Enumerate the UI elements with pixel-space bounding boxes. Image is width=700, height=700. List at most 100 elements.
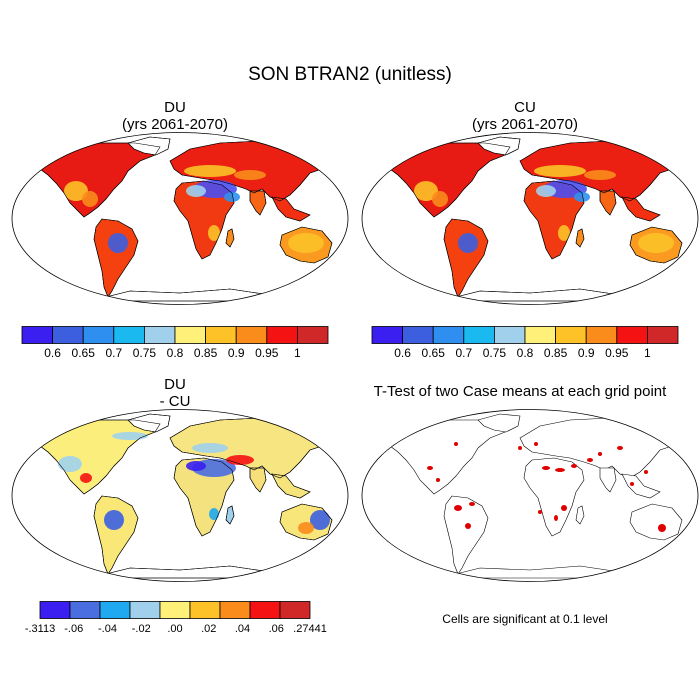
colorbar-swatch: [189, 601, 221, 619]
significant-cell: [454, 505, 462, 511]
colorbar-label: 0.65: [72, 346, 96, 360]
colorbar-label: 0.8: [167, 346, 184, 360]
panel-title-cu-line1: CU: [514, 99, 536, 116]
significant-cell: [454, 442, 458, 446]
map-border: [11, 132, 349, 305]
colorbar-label: 0.75: [133, 346, 157, 360]
colorbar-swatch: [205, 326, 237, 344]
colorbar-swatch: [144, 326, 176, 344]
continent-south-america: [443, 495, 489, 575]
value-patch: [432, 191, 448, 207]
value-patch: [534, 165, 586, 177]
significance-note: Cells are significant at 0.1 level: [442, 612, 608, 626]
significant-cell: [427, 466, 433, 470]
colorbar-swatch: [646, 326, 679, 344]
colorbar-label: -.3113: [25, 623, 55, 635]
significant-cell: [518, 446, 522, 450]
colorbar-label: .02: [201, 623, 216, 635]
significant-cell: [538, 510, 542, 514]
panel-title-diff-line2: - CU: [159, 393, 191, 410]
value-patch: [64, 181, 88, 201]
map-border: [361, 409, 699, 582]
map-du: [11, 132, 349, 305]
colorbar-swatch: [402, 326, 434, 344]
colorbar-swatch: [99, 601, 131, 619]
map-border: [361, 132, 699, 305]
colorbar-label: 0.7: [105, 346, 122, 360]
value-patch: [82, 191, 98, 207]
panel-title-ttest-line1: T-Test of two Case means at each grid po…: [373, 383, 667, 400]
colorbar-swatch: [463, 326, 495, 344]
continent-greenland: [477, 413, 521, 433]
colorbar-label: 0.95: [255, 346, 279, 360]
value-patch: [298, 522, 314, 534]
significant-cell: [561, 505, 567, 511]
map-ttest: [361, 409, 699, 582]
colorbar-swatch: [235, 326, 268, 344]
colorbar-label: .00: [167, 623, 182, 635]
colorbar-label: 0.9: [228, 346, 245, 360]
colorbar-label: 0.8: [517, 346, 534, 360]
value-patch: [108, 233, 128, 253]
colorbar-diff: -.3113 -.06 -.04 -.02 .00 .02 .04 .06 .27441: [25, 601, 327, 635]
colorbar-swatch: [296, 326, 329, 344]
colorbar-du: 0.6 0.65 0.7 0.75 0.8 0.85 0.9 0.95 1: [21, 326, 329, 360]
value-patch: [58, 456, 82, 472]
colorbar-label: -.06: [64, 623, 83, 635]
map-border: [11, 409, 349, 582]
continent-india: [599, 467, 617, 493]
value-patch: [224, 192, 240, 202]
colorbar-label: .27441: [293, 623, 327, 635]
colorbar-label: 1: [644, 346, 651, 360]
value-patch: [574, 192, 590, 202]
significant-cell: [554, 515, 558, 521]
value-patch: [226, 455, 254, 465]
colorbar-label: 0.6: [394, 346, 411, 360]
colorbar-label: 0.9: [578, 346, 595, 360]
colorbar-label: -.04: [98, 623, 117, 635]
panel-title-du: DU (yrs 2061-2070): [20, 99, 330, 133]
value-patch: [638, 233, 674, 253]
significant-cell: [644, 470, 648, 474]
continent-madagascar: [575, 505, 585, 525]
continent-se-asia: [621, 473, 661, 499]
value-patch: [458, 233, 478, 253]
colorbar-swatch: [129, 601, 161, 619]
colorbar-swatch: [555, 326, 587, 344]
value-patch: [414, 181, 438, 201]
colorbar-swatch: [371, 326, 404, 344]
panel-title-du-line2: (yrs 2061-2070): [122, 116, 228, 133]
significant-cell: [571, 464, 577, 468]
colorbar-label: 0.85: [194, 346, 218, 360]
panel-title-diff: DU - CU: [20, 376, 330, 410]
value-patch: [112, 432, 148, 440]
colorbar-cu: 0.6 0.65 0.7 0.75 0.8 0.85 0.9 0.95 1: [371, 326, 679, 360]
figure-title: SON BTRAN2 (unitless): [248, 64, 452, 85]
colorbar-swatch: [279, 601, 311, 619]
significant-cell: [617, 446, 623, 450]
significant-cell: [658, 524, 666, 532]
map-cu: [361, 132, 699, 305]
significant-cell: [598, 452, 602, 456]
value-patch: [310, 510, 330, 530]
colorbar-label: 0.75: [483, 346, 507, 360]
value-patch: [536, 185, 556, 197]
colorbar-swatch: [159, 601, 191, 619]
colorbar-swatch: [266, 326, 298, 344]
significant-cell: [436, 478, 440, 482]
colorbar-label: .04: [235, 623, 250, 635]
colorbar-swatch: [432, 326, 465, 344]
significant-cell: [587, 458, 593, 462]
colorbar-swatch: [39, 601, 71, 619]
colorbar-label: 0.7: [455, 346, 472, 360]
value-patch: [558, 225, 570, 241]
significant-cell: [465, 523, 471, 529]
colorbar-swatch: [21, 326, 54, 344]
significant-cell: [542, 466, 550, 470]
colorbar-swatch: [616, 326, 648, 344]
colorbar-swatch: [249, 601, 281, 619]
colorbar-label: 0.65: [422, 346, 446, 360]
continent-africa: [523, 457, 585, 537]
value-patch: [584, 170, 616, 180]
panel-title-cu: CU (yrs 2061-2070): [370, 99, 680, 133]
